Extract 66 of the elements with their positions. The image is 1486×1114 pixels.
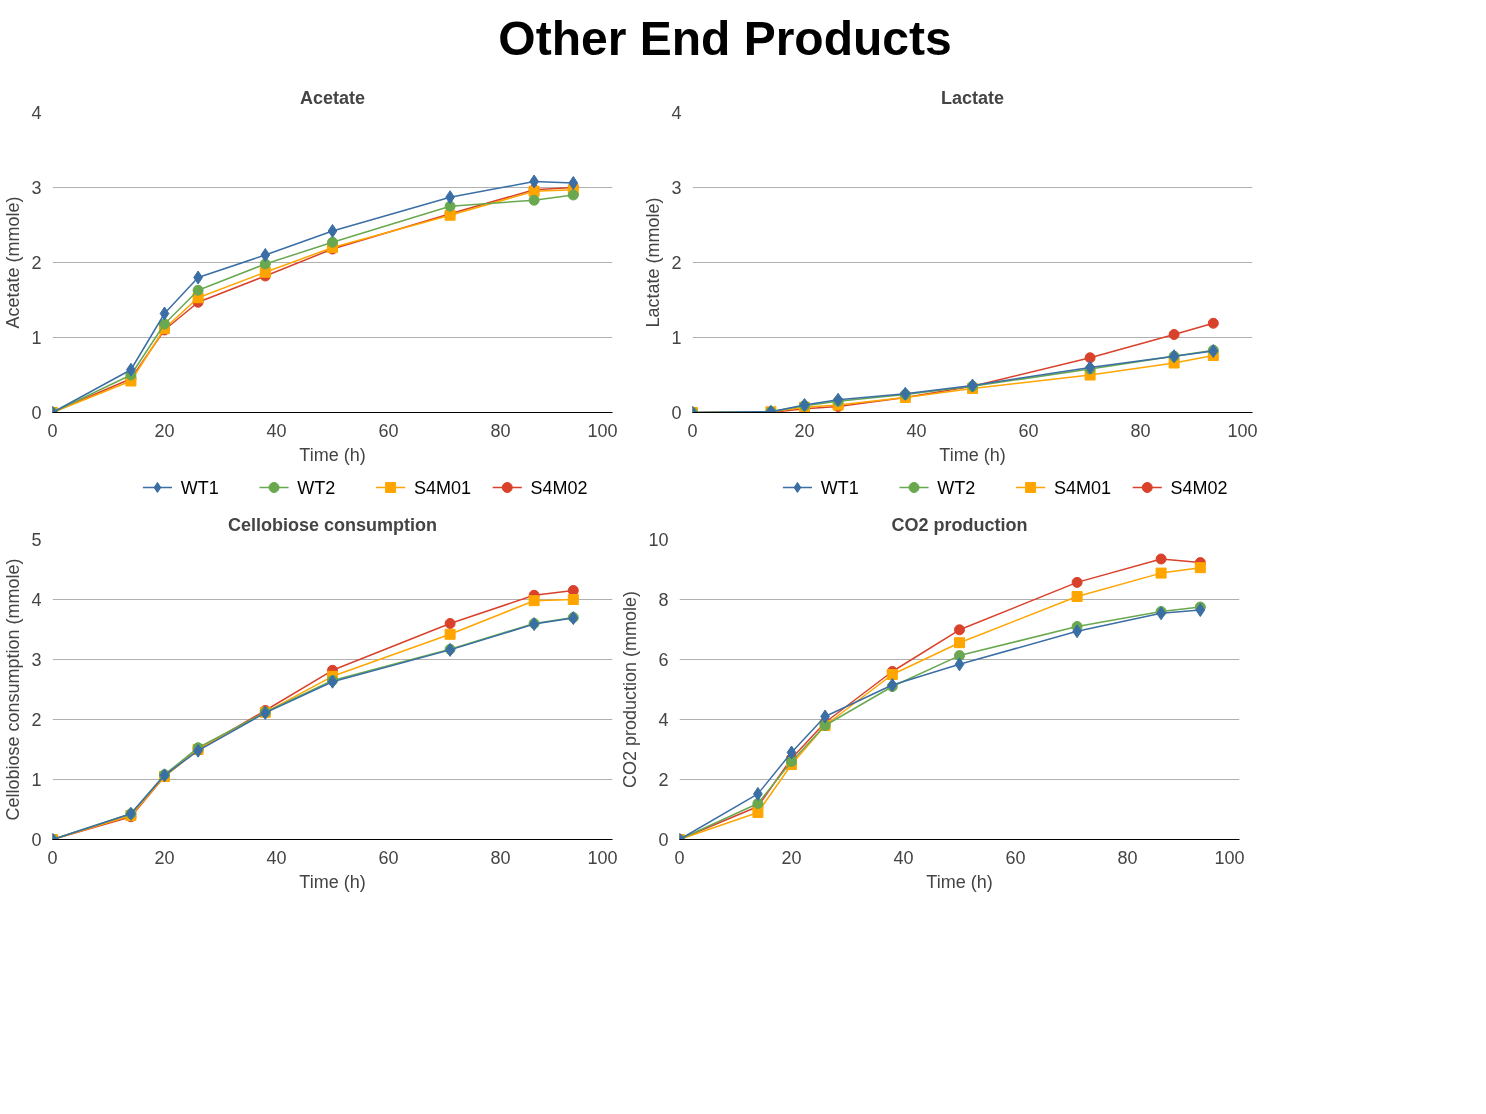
text: Other End Products [498,11,952,67]
x-tick-label: 20 [154,420,175,441]
x-tick-label: 20 [154,847,175,868]
y-tick-label: 1 [31,770,42,790]
x-tick-label: 0 [47,847,58,868]
x-tick-label: 0 [47,420,58,441]
x-axis-title: Time (h) [299,871,366,892]
chart-subtitle: Acetate [299,87,366,108]
x-tick-label: 60 [378,847,399,868]
legend-label: S4M02 [530,477,588,498]
x-tick-label: 100 [587,847,618,868]
y-tick-label: 6 [658,650,669,670]
y-tick-label: 10 [648,530,669,550]
legend-label: WT2 [937,477,976,498]
x-tick-label: 100 [587,420,618,441]
x-tick-label: 60 [1005,847,1026,868]
y-tick-label: 4 [658,710,669,730]
y-tick-label: 2 [658,770,669,790]
y-tick-label: 5 [31,530,42,550]
x-tick-label: 40 [893,847,914,868]
x-tick-label: 40 [266,420,287,441]
x-tick-label: 40 [906,420,927,441]
y-axis-title: CO2 production (mmole) [620,590,641,789]
x-tick-label: 80 [490,847,511,868]
legend-label: WT1 [820,477,859,498]
legend-label: S4M01 [1053,477,1112,498]
legend-label: WT1 [180,477,219,498]
x-tick-label: 20 [794,420,815,441]
y-tick-label: 2 [31,253,42,273]
x-tick-label: 60 [1018,420,1039,441]
x-axis-title: Time (h) [939,444,1006,465]
legend-label: S4M02 [1170,477,1228,498]
y-tick-label: 0 [671,403,682,423]
y-tick-label: 1 [671,328,682,348]
y-tick-label: 0 [31,403,42,423]
x-tick-label: 0 [687,420,698,441]
chart-title: Cellobiose consumption [227,514,438,535]
y-tick-label: 3 [671,178,682,198]
y-axis-title: Cellobiose consumption (mmole) [3,558,24,821]
x-tick-label: 100 [1214,847,1245,868]
chart-title: CO2 production [891,514,1028,535]
x-tick-label: 100 [1227,420,1258,441]
x-axis-title: Time (h) [926,871,993,892]
x-tick-label: 80 [1130,420,1151,441]
y-tick-label: 1 [31,328,42,348]
legend-label: S4M01 [413,477,472,498]
x-axis-title: Time (h) [299,444,366,465]
legend-label: WT2 [297,477,336,498]
y-tick-label: 2 [31,710,42,730]
y-tick-label: 4 [671,103,682,123]
y-tick-label: 0 [658,830,669,850]
y-tick-label: 4 [31,590,42,610]
y-tick-label: 3 [31,650,42,670]
y-tick-label: 2 [671,253,682,273]
x-tick-label: 40 [266,847,287,868]
y-tick-label: 4 [31,103,42,123]
y-axis-title: Lactate (mmole) [643,197,664,328]
y-tick-label: 8 [658,590,669,610]
x-tick-label: 80 [1117,847,1138,868]
x-tick-label: 60 [378,420,399,441]
y-tick-label: 3 [31,178,42,198]
x-tick-label: 20 [781,847,802,868]
y-tick-label: 0 [31,830,42,850]
y-axis-title: Acetate (mmole) [3,196,24,329]
x-tick-label: 80 [490,420,511,441]
chart-title: Lactate [940,87,1005,108]
